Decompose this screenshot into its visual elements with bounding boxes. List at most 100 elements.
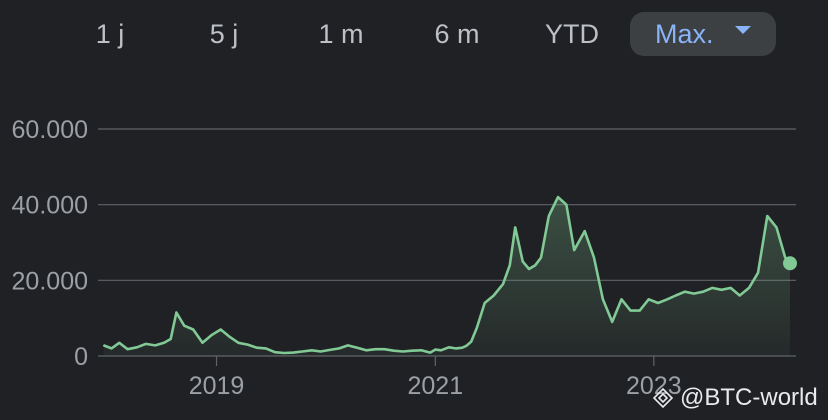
data-point bbox=[392, 349, 395, 352]
data-point bbox=[565, 203, 568, 206]
data-point bbox=[775, 226, 778, 229]
data-point bbox=[347, 344, 349, 347]
data-point bbox=[548, 215, 550, 217]
range-tab-6m[interactable]: 6 m bbox=[418, 12, 496, 56]
data-point bbox=[540, 256, 542, 259]
data-point bbox=[684, 290, 686, 293]
data-point bbox=[365, 349, 368, 352]
range-selector: 1 j 5 j 1 m 6 m YTD Max. bbox=[0, 0, 828, 66]
data-point bbox=[310, 349, 313, 352]
y-tick-label: 60.000 bbox=[12, 116, 88, 144]
x-tick-label: 2023 bbox=[626, 372, 682, 400]
range-tab-max[interactable]: Max. bbox=[630, 12, 776, 56]
data-point bbox=[557, 196, 559, 198]
data-point bbox=[647, 298, 650, 301]
data-point bbox=[145, 343, 147, 345]
data-point bbox=[629, 309, 632, 312]
data-point bbox=[383, 348, 386, 351]
data-point bbox=[638, 309, 641, 312]
data-point bbox=[602, 298, 604, 301]
data-point bbox=[720, 289, 723, 291]
data-point bbox=[136, 346, 138, 349]
data-point bbox=[573, 249, 575, 251]
data-point bbox=[528, 268, 530, 270]
range-tab-5d[interactable]: 5 j bbox=[186, 12, 262, 56]
data-point bbox=[329, 349, 331, 351]
data-point bbox=[175, 311, 178, 314]
data-point bbox=[476, 326, 478, 329]
data-point bbox=[440, 349, 442, 352]
data-point bbox=[429, 351, 432, 354]
data-point bbox=[729, 287, 732, 289]
y-tick-label: 40.000 bbox=[12, 192, 88, 220]
data-point bbox=[163, 342, 165, 344]
data-point bbox=[454, 347, 457, 350]
data-point bbox=[674, 294, 677, 297]
data-point bbox=[210, 334, 213, 337]
x-tick-label: 2021 bbox=[408, 372, 464, 400]
data-point bbox=[693, 292, 695, 295]
data-point bbox=[711, 287, 713, 289]
range-tab-label: 1 j bbox=[95, 19, 125, 49]
data-point bbox=[102, 344, 105, 347]
data-point bbox=[470, 340, 473, 343]
data-point bbox=[274, 351, 276, 354]
range-tab-label: 5 j bbox=[209, 19, 239, 49]
data-point bbox=[126, 348, 129, 351]
data-point bbox=[292, 351, 295, 354]
data-point bbox=[593, 256, 595, 259]
data-point bbox=[657, 302, 659, 304]
range-tab-1d[interactable]: 1 j bbox=[72, 12, 148, 56]
data-point bbox=[514, 226, 516, 229]
data-point bbox=[154, 344, 156, 347]
data-point bbox=[118, 342, 121, 344]
data-point bbox=[411, 349, 413, 352]
data-point bbox=[583, 230, 586, 232]
watermark: @BTC-world bbox=[652, 384, 818, 412]
x-tick-label: 2019 bbox=[189, 372, 245, 400]
data-point bbox=[402, 350, 404, 353]
data-point bbox=[283, 352, 286, 354]
x-axis-ticks: 2019 2021 2023 bbox=[189, 356, 682, 400]
data-point bbox=[237, 342, 240, 344]
y-axis-ticks: 0 20.000 40.000 60.000 bbox=[12, 116, 88, 371]
range-tab-1m[interactable]: 1 m bbox=[302, 12, 380, 56]
data-point bbox=[509, 264, 511, 267]
data-point bbox=[620, 298, 623, 301]
data-point bbox=[483, 302, 486, 304]
data-point bbox=[338, 347, 341, 350]
range-tab-label: Max. bbox=[654, 19, 714, 49]
data-point bbox=[434, 348, 437, 351]
data-point bbox=[748, 287, 750, 289]
data-point bbox=[246, 343, 249, 346]
data-point bbox=[265, 347, 267, 350]
data-point bbox=[738, 294, 741, 297]
data-point bbox=[201, 342, 204, 344]
data-point bbox=[502, 283, 504, 285]
data-point bbox=[219, 328, 222, 331]
range-tab-ytd[interactable]: YTD bbox=[532, 12, 612, 56]
y-tick-label: 0 bbox=[74, 343, 88, 371]
data-point bbox=[301, 350, 304, 353]
data-point bbox=[461, 346, 464, 349]
data-point bbox=[110, 347, 113, 350]
data-point bbox=[534, 264, 537, 267]
range-tab-label: YTD bbox=[545, 19, 599, 49]
data-point bbox=[766, 215, 769, 217]
y-tick-label: 20.000 bbox=[12, 267, 88, 295]
data-point bbox=[356, 346, 359, 349]
data-point bbox=[465, 345, 468, 347]
data-point bbox=[374, 348, 377, 351]
data-point bbox=[702, 290, 704, 293]
data-point bbox=[255, 346, 258, 349]
data-point bbox=[448, 346, 450, 349]
data-point bbox=[611, 321, 613, 323]
dropdown-caret-icon bbox=[735, 25, 752, 34]
data-point bbox=[492, 294, 495, 297]
data-point bbox=[319, 350, 322, 353]
data-point bbox=[169, 338, 172, 340]
diamond-logo-icon bbox=[652, 387, 674, 409]
price-area bbox=[103, 197, 790, 356]
plot-layer bbox=[102, 195, 797, 356]
data-point bbox=[183, 324, 185, 327]
